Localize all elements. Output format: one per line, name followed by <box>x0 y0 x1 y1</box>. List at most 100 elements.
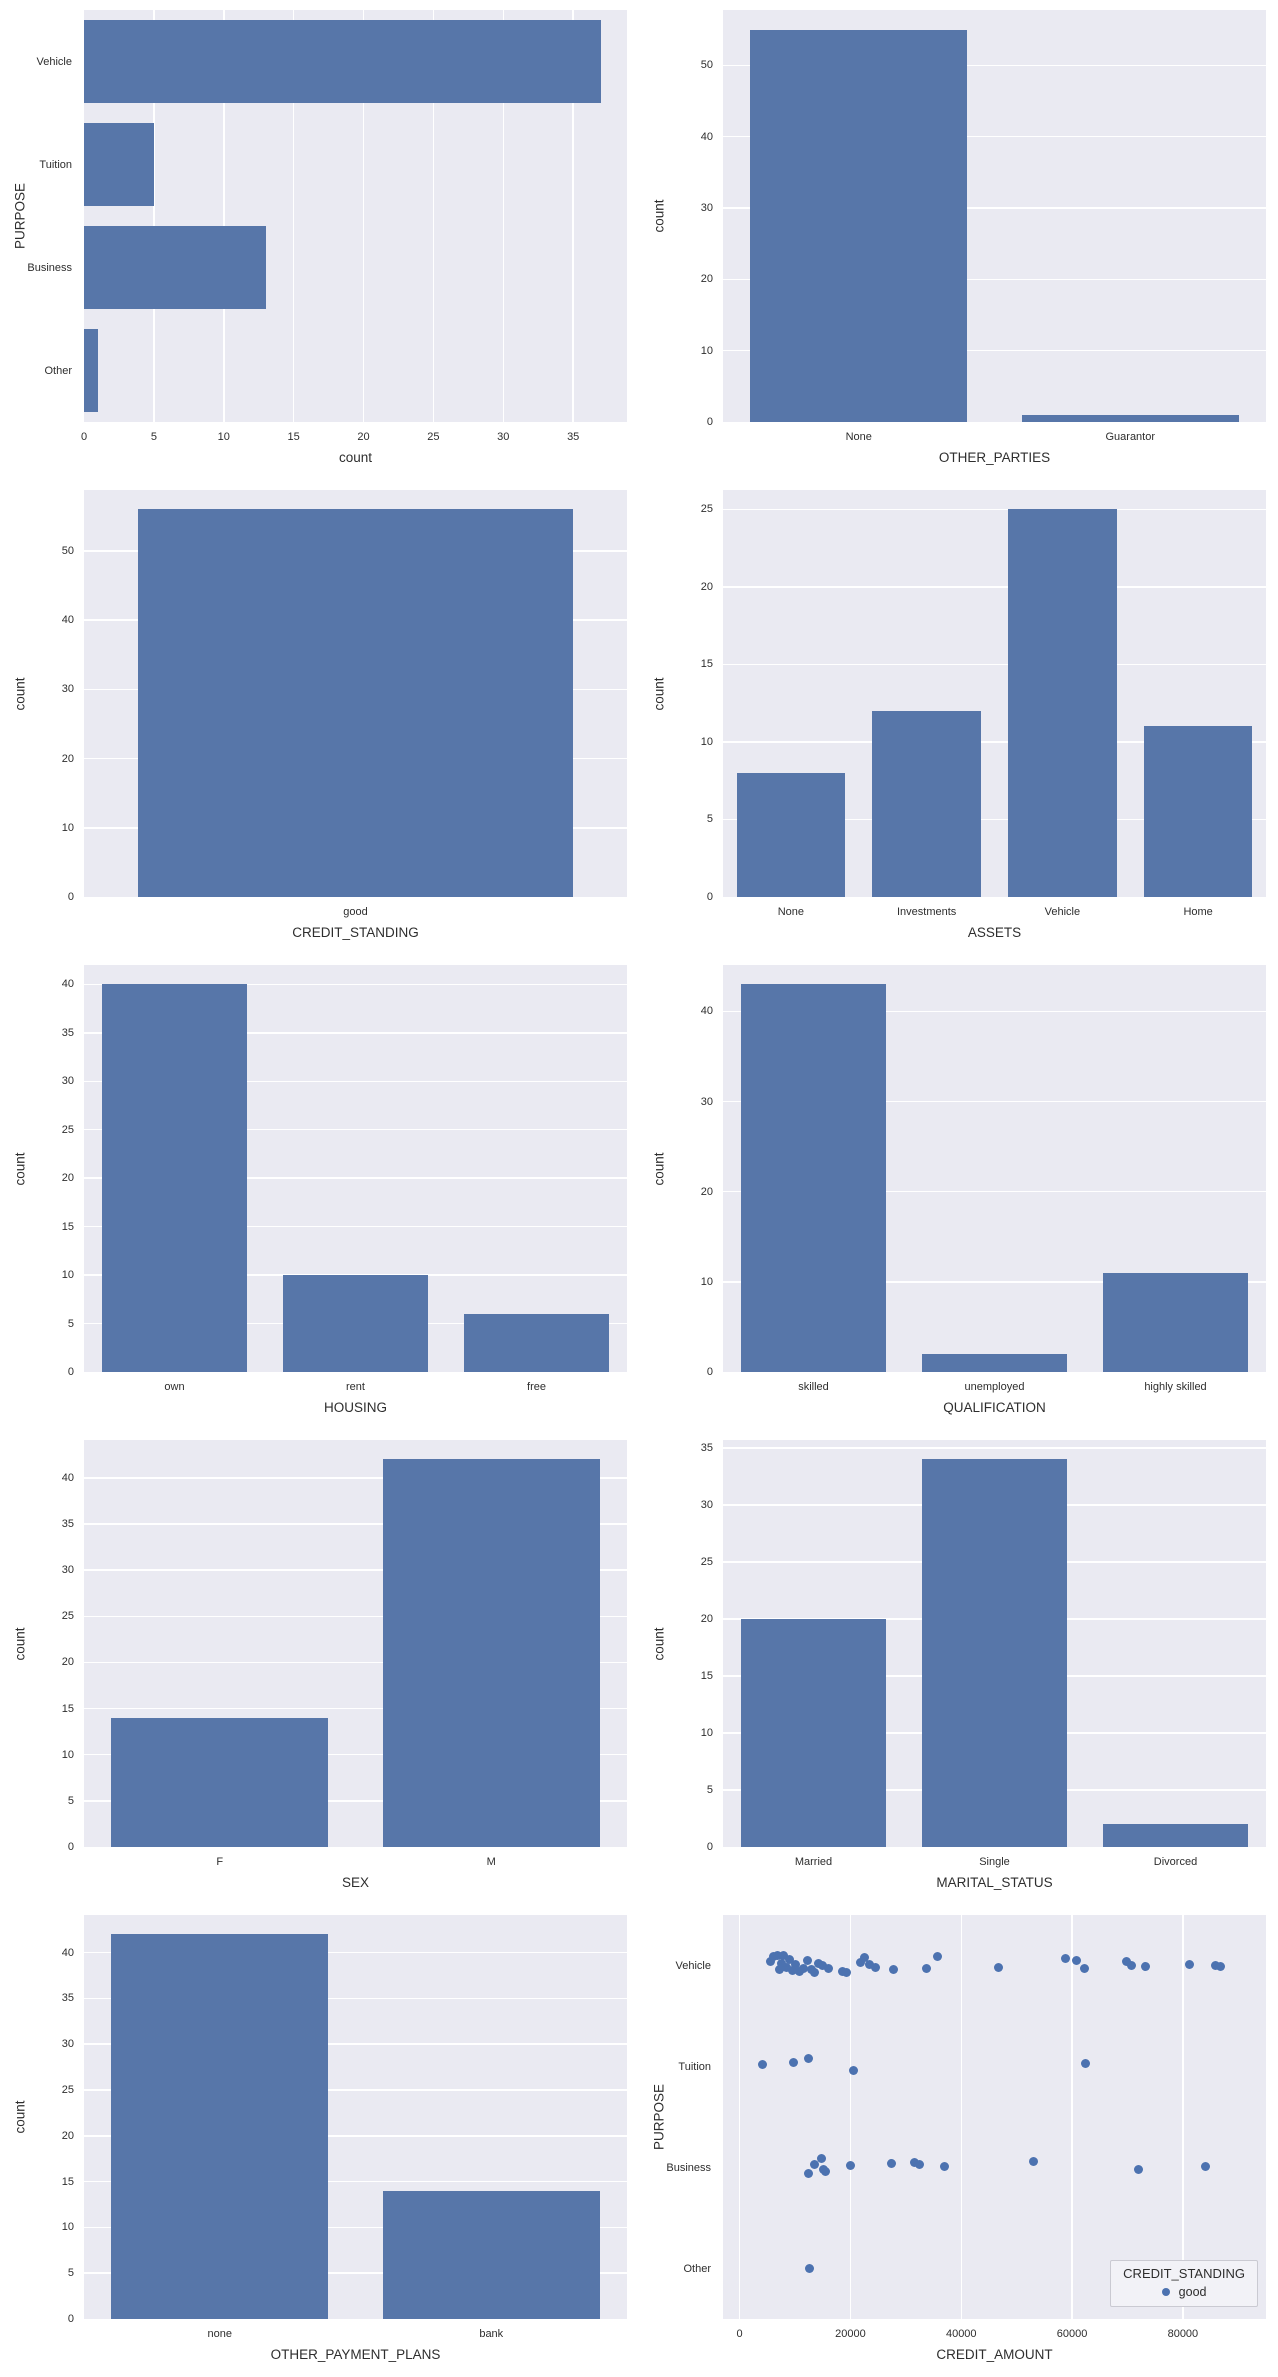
tick-label-y: 0 <box>67 2313 74 2325</box>
bar-other <box>84 329 98 412</box>
data-point <box>1140 1962 1150 1971</box>
data-point <box>1134 2165 1144 2175</box>
data-point <box>798 1964 808 1974</box>
tick-label-y: 15 <box>700 658 713 671</box>
tick-label-category: Vehicle <box>36 55 72 68</box>
data-point <box>915 2159 925 2169</box>
gridline <box>84 2180 627 2183</box>
gridline <box>738 1915 741 2319</box>
gridline <box>432 10 435 422</box>
tick-label-category: Guarantor <box>1105 431 1156 443</box>
gridline <box>84 1032 627 1034</box>
tick-label-y: 30 <box>61 1075 74 1088</box>
bar-none <box>111 1934 329 2319</box>
gridline <box>84 1997 627 2000</box>
gridline <box>502 10 505 422</box>
tick-label-category: Tuition <box>678 2060 711 2073</box>
tick-label-category: Business <box>666 2161 711 2174</box>
data-point <box>790 1959 800 1969</box>
data-point <box>859 1952 869 1962</box>
tick-label-y: 10 <box>700 1726 713 1739</box>
x-axis-label: MARITAL_STATUS <box>936 1875 1053 1890</box>
tick-label-y: 0 <box>706 416 713 428</box>
legend-item: good <box>1123 2285 1245 2299</box>
y-axis-label: PURPOSE <box>651 2083 667 2151</box>
data-point <box>1080 1964 1090 1974</box>
tick-label-y: 0 <box>67 1841 74 1853</box>
tick-label-y: 50 <box>700 59 713 72</box>
gridline <box>723 135 1266 138</box>
tick-label-y: 15 <box>61 1220 74 1233</box>
gridline <box>84 1661 627 1664</box>
x-axis-label: OTHER_PARTIES <box>938 450 1051 465</box>
plot-area-sex <box>84 1440 627 1847</box>
tick-label-y: 15 <box>61 2175 74 2188</box>
tick-label-category: Divorced <box>1153 1856 1198 1868</box>
data-point <box>804 2169 814 2179</box>
plot-area-other-payment-plans <box>84 1915 627 2319</box>
data-point <box>864 1959 874 1969</box>
tick-label-x: 80000 <box>1167 2328 1199 2340</box>
tick-label-category: Vehicle <box>675 1959 711 1972</box>
tick-label-y: 35 <box>700 1441 713 1454</box>
gridline <box>1182 1915 1184 2319</box>
plot-area-credit-amount-by-purpose <box>723 1915 1266 2319</box>
gridline <box>223 10 225 422</box>
legend-title: CREDIT_STANDING <box>1123 2266 1245 2281</box>
tick-label-category: Other <box>44 364 72 377</box>
legend-marker-icon <box>1161 2288 1170 2296</box>
tick-label-x: 60000 <box>1056 2328 1088 2340</box>
bar-business <box>84 226 266 309</box>
bar-own <box>102 984 247 1372</box>
tick-label-y: 30 <box>61 683 74 696</box>
tick-label-y: 0 <box>706 1366 713 1378</box>
data-point <box>804 2264 814 2273</box>
gridline <box>723 1447 1266 1449</box>
gridline <box>84 1800 627 1802</box>
data-point <box>789 2057 799 2067</box>
gridline <box>84 1477 627 1479</box>
x-axis-label: count <box>338 450 373 465</box>
tick-label-y: 10 <box>61 1269 74 1282</box>
gridline <box>84 2043 627 2045</box>
data-point <box>772 1950 782 1960</box>
tick-label-x: 35 <box>567 431 580 443</box>
tick-label-y: 10 <box>700 735 713 748</box>
bar-good <box>138 509 573 897</box>
tick-label-y: 20 <box>700 580 713 593</box>
data-point <box>821 2167 830 2177</box>
tick-label-y: 20 <box>700 273 713 286</box>
data-point <box>1072 1955 1081 1965</box>
tick-label-y: 50 <box>61 544 74 557</box>
data-point <box>855 1957 865 1967</box>
bar-bank <box>382 2190 600 2319</box>
gridline <box>292 10 295 422</box>
tick-label-y: 25 <box>61 1610 74 1623</box>
data-point <box>1028 2156 1038 2166</box>
bar-m <box>382 1459 600 1847</box>
data-point <box>817 2153 827 2163</box>
tick-label-x: 30 <box>497 431 510 443</box>
plot-area-housing <box>84 965 627 1372</box>
tick-label-y: 5 <box>706 813 713 826</box>
data-point <box>784 1954 794 1964</box>
data-point <box>823 1964 833 1974</box>
tick-label-category: skilled <box>798 1381 829 1393</box>
gridline <box>1071 1915 1073 2319</box>
tick-label-category: F <box>216 1856 224 1868</box>
gridline <box>153 10 155 422</box>
x-axis-label: SEX <box>341 1875 370 1890</box>
data-point <box>1127 1961 1137 1970</box>
bar-investments <box>872 710 981 897</box>
data-point <box>870 1963 880 1973</box>
bar-married <box>741 1618 886 1847</box>
gridline <box>84 983 627 986</box>
tick-label-category: bank <box>479 2328 504 2340</box>
tick-label-category: rent <box>346 1381 365 1393</box>
data-point <box>802 1955 812 1965</box>
gridline <box>723 1190 1266 1193</box>
tick-label-y: 20 <box>61 1172 74 1185</box>
gridline <box>84 2226 627 2229</box>
data-point <box>765 1956 775 1966</box>
